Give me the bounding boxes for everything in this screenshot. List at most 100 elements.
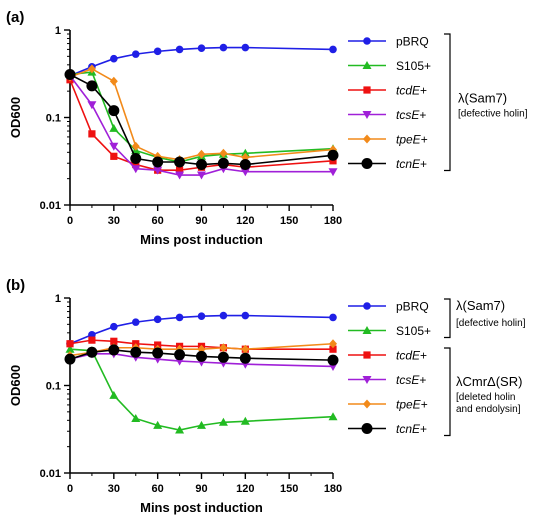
data-point [196,350,207,362]
data-point [241,344,250,354]
data-point [197,149,206,159]
legend-label: S105+ [396,59,431,73]
data-point [175,425,185,434]
legend-label: tpeE+ [396,398,428,412]
legend-marker [362,61,372,69]
data-point [197,420,206,429]
data-point [329,345,337,353]
series-line [69,353,334,368]
data-point [175,171,185,180]
x-tick-label: 180 [324,215,342,227]
data-point [132,160,140,169]
series-line [69,46,334,77]
series-line [69,314,334,345]
data-point [64,353,76,365]
data-point [131,141,140,151]
legend-label: tcdE+ [396,84,427,98]
series-pBRQ [66,311,337,348]
x-tick-label: 30 [108,483,120,495]
data-point [219,343,228,353]
y-tick-label: 0.1 [46,113,61,125]
data-point [328,412,338,421]
legend-label: tcsE+ [396,373,426,387]
group-sublabel: [defective holin] [458,108,528,119]
legend-marker [361,423,373,434]
x-tick-label: 60 [152,215,164,227]
legend-marker [363,134,371,144]
data-point [109,390,119,399]
legend-label: tcnE+ [396,157,427,171]
legend-label-suffix: + [420,422,427,436]
x-tick-label: 30 [108,215,120,227]
panel-a: (a) 0.01 0.1 1 0 30 60 90 120 150 180 Mins post ind… [6,9,528,247]
data-point [66,340,74,348]
data-point [329,157,337,165]
data-point [175,313,184,322]
data-point [153,166,163,175]
data-point [218,417,228,426]
data-point [219,43,228,52]
y-tick-label: 1 [55,293,61,305]
y-tick-label: 0.01 [40,468,61,480]
panel-label: (b) [6,277,25,294]
data-point [152,156,164,168]
data-point [65,344,75,353]
data-point [131,318,140,326]
legend-label-suffix: + [420,84,427,98]
legend-marker [363,37,371,45]
panel-label: (a) [6,9,24,26]
group-label: λ(Sam7) [456,298,505,313]
y-axis-title: OD600 [8,365,23,406]
legend-bracket [444,33,451,172]
group-label: λ(Sam7) [458,90,507,105]
y-tick-label: 0.01 [40,200,61,212]
group-sublabel: [deleted holin [456,392,516,403]
legend-label-italic: tcsE [396,108,420,122]
data-point [175,45,184,54]
legend-bracket [444,347,451,437]
data-point [153,315,162,324]
data-point [153,47,162,56]
data-point [110,322,118,331]
legend-label: tpeE+ [396,133,428,147]
legend-label-italic: tcsE [396,373,420,387]
legend-marker [362,376,372,384]
data-point [131,413,141,422]
legend-label-italic: tcnE [396,157,421,171]
data-point [87,64,96,74]
legend-label-suffix: + [421,133,428,147]
data-point [240,416,250,425]
data-point [131,165,141,174]
x-tick-label: 180 [324,483,342,495]
series-tcsE+ [65,72,338,180]
data-point [108,105,120,117]
data-point [88,336,96,344]
data-point [240,168,250,177]
group-sublabel: and endolysin] [456,404,521,415]
data-point [240,148,250,157]
x-axis-title: Mins post induction [140,232,263,247]
legend-label-suffix: + [420,157,427,171]
data-point [327,354,339,366]
data-point [217,351,229,363]
legend-label-italic: tcdE [396,84,421,98]
series-line [69,75,333,176]
legend-label-italic: tpeE [396,133,422,147]
legend-bracket [444,298,451,339]
data-point [239,159,251,171]
y-tick-label: 1 [55,25,61,37]
legend-marker [362,111,372,119]
series-line [69,79,334,171]
data-point [130,152,142,164]
legend-label-suffix: + [419,373,426,387]
legend-marker [363,399,371,409]
series-tcnE+ [64,344,339,366]
data-point [197,44,206,52]
data-point [197,171,206,180]
data-point [109,142,119,151]
data-point [174,156,186,168]
data-point [108,344,120,356]
legend-label-suffix: + [420,349,427,363]
series-line [69,73,334,166]
